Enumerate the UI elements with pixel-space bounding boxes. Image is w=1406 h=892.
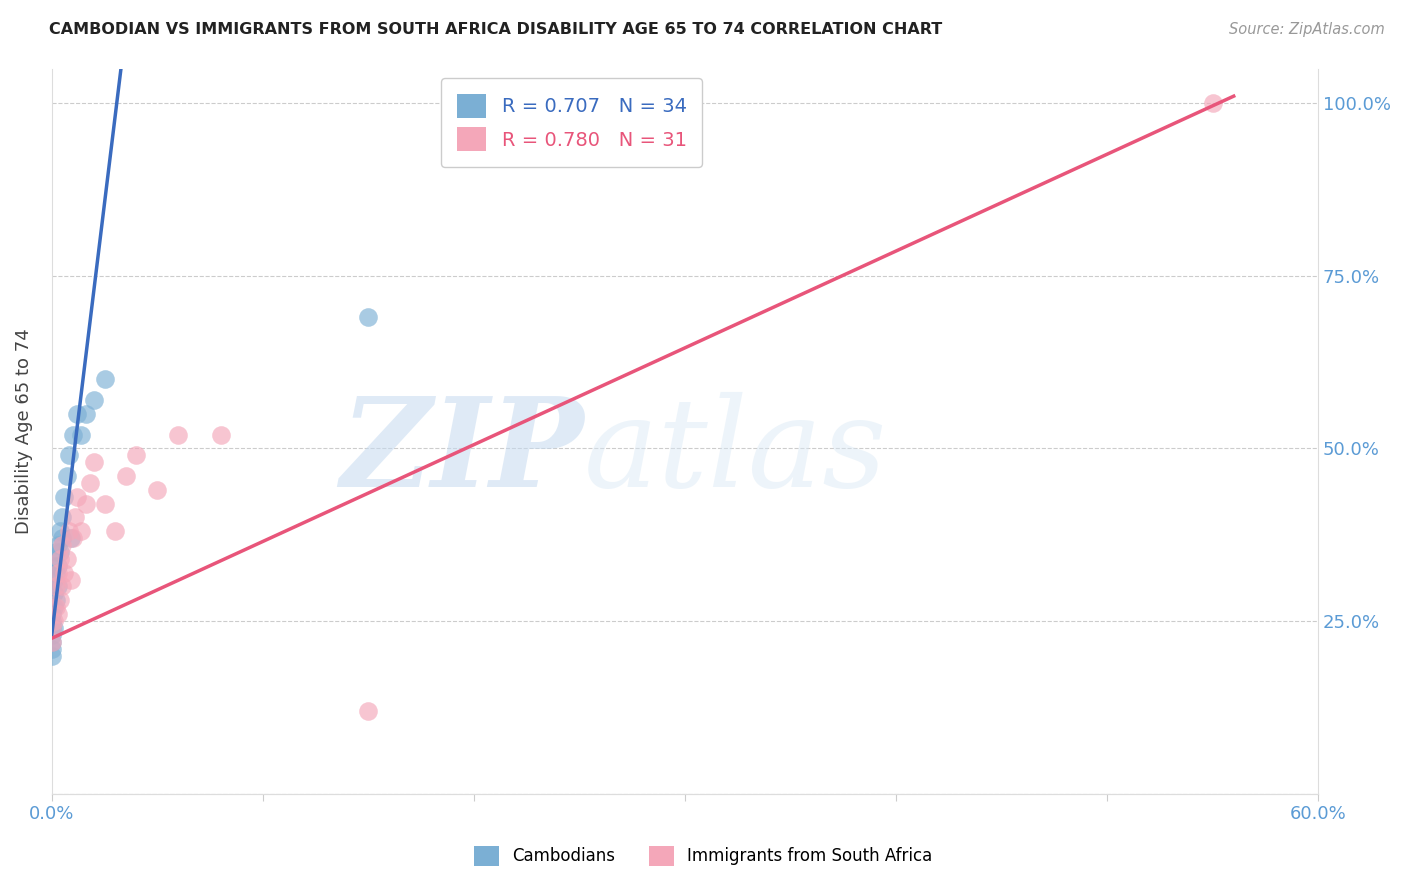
Point — [167, 427, 190, 442]
Legend: R = 0.707   N = 34, R = 0.780   N = 31: R = 0.707 N = 34, R = 0.780 N = 31 — [441, 78, 702, 167]
Point — [55, 552, 77, 566]
Text: atlas: atlas — [583, 392, 887, 514]
Point — [104, 524, 127, 539]
Point — [51, 538, 73, 552]
Point — [93, 372, 115, 386]
Point — [51, 510, 73, 524]
Point — [46, 566, 69, 580]
Point — [79, 475, 101, 490]
Point — [83, 455, 105, 469]
Text: ZIP: ZIP — [340, 392, 583, 514]
Point — [62, 531, 84, 545]
Point — [41, 634, 63, 648]
Point — [41, 607, 63, 621]
Legend: Cambodians, Immigrants from South Africa: Cambodians, Immigrants from South Africa — [461, 832, 945, 880]
Point — [83, 392, 105, 407]
Point — [45, 600, 67, 615]
Point — [93, 497, 115, 511]
Point — [51, 531, 73, 545]
Point — [42, 573, 65, 587]
Point — [53, 490, 76, 504]
Point — [42, 558, 65, 573]
Point — [49, 524, 72, 539]
Point — [45, 566, 67, 580]
Point — [49, 552, 72, 566]
Point — [75, 497, 97, 511]
Text: Source: ZipAtlas.com: Source: ZipAtlas.com — [1229, 22, 1385, 37]
Point — [41, 614, 63, 628]
Point — [46, 558, 69, 573]
Point — [125, 448, 148, 462]
Point — [58, 448, 80, 462]
Point — [45, 545, 67, 559]
Point — [1201, 96, 1223, 111]
Point — [58, 524, 80, 539]
Y-axis label: Disability Age 65 to 74: Disability Age 65 to 74 — [15, 328, 32, 534]
Point — [66, 407, 89, 421]
Point — [46, 538, 69, 552]
Point — [62, 427, 84, 442]
Point — [41, 621, 63, 635]
Point — [357, 310, 380, 325]
Point — [51, 579, 73, 593]
Text: CAMBODIAN VS IMMIGRANTS FROM SOUTH AFRICA DISABILITY AGE 65 TO 74 CORRELATION CH: CAMBODIAN VS IMMIGRANTS FROM SOUTH AFRIC… — [49, 22, 942, 37]
Point — [41, 628, 63, 642]
Point — [49, 545, 72, 559]
Point — [42, 614, 65, 628]
Point — [70, 524, 93, 539]
Point — [146, 483, 169, 497]
Point — [357, 704, 380, 718]
Point — [55, 469, 77, 483]
Point — [49, 593, 72, 607]
Point — [45, 579, 67, 593]
Point — [114, 469, 136, 483]
Point — [41, 641, 63, 656]
Point — [42, 586, 65, 600]
Point — [63, 510, 86, 524]
Point — [42, 600, 65, 615]
Point — [53, 566, 76, 580]
Point — [59, 573, 82, 587]
Point — [75, 407, 97, 421]
Point — [42, 621, 65, 635]
Point — [41, 600, 63, 615]
Point — [46, 579, 69, 593]
Point — [45, 593, 67, 607]
Point — [59, 531, 82, 545]
Point — [70, 427, 93, 442]
Point — [41, 634, 63, 648]
Point — [209, 427, 232, 442]
Point — [41, 648, 63, 663]
Point — [46, 607, 69, 621]
Point — [41, 621, 63, 635]
Point — [66, 490, 89, 504]
